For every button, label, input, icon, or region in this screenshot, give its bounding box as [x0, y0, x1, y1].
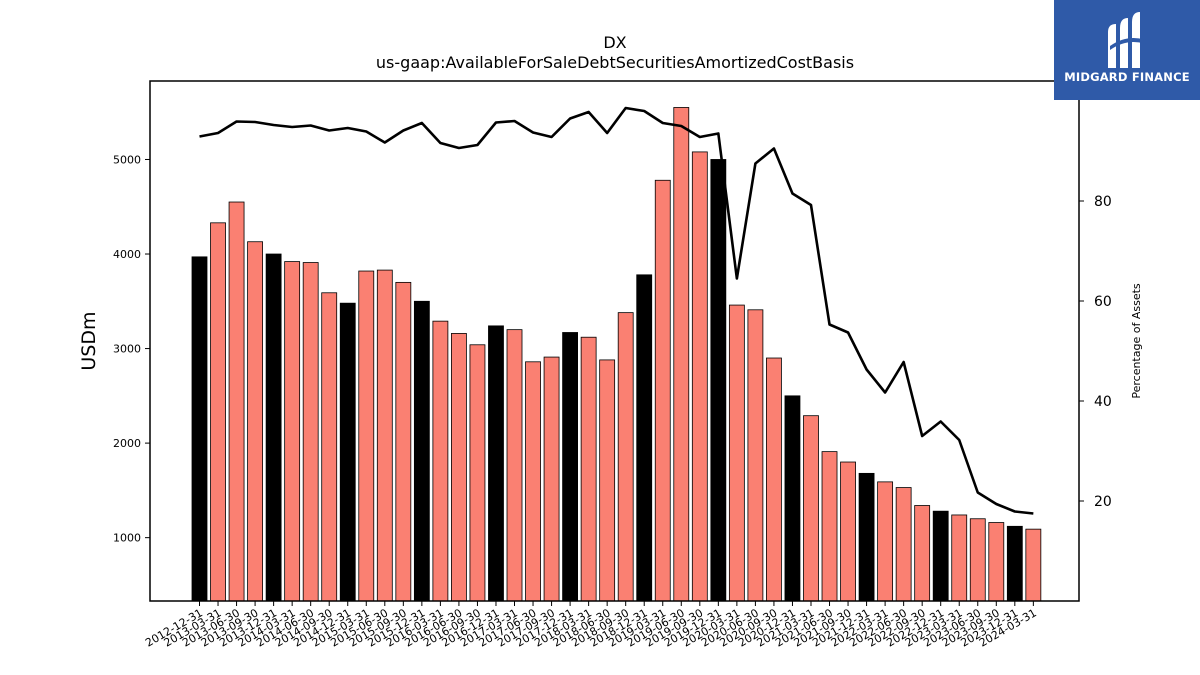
bar — [543, 356, 560, 602]
bar — [654, 179, 671, 602]
bar — [599, 359, 616, 602]
bar — [395, 281, 412, 602]
bar — [1025, 528, 1042, 602]
bar — [358, 270, 375, 602]
chart-subtitle: us-gaap:AvailableForSaleDebtSecuritiesAm… — [376, 53, 854, 72]
y-tick-label: 3000 — [113, 343, 141, 356]
bar — [710, 159, 727, 602]
bar — [432, 320, 449, 602]
bar — [562, 332, 578, 602]
y2-axis: 20 40 60 80 — [1079, 194, 1112, 510]
bar — [988, 522, 1005, 602]
x-axis: 2012-12-312013-03-312013-06-302013-09-30… — [143, 601, 1039, 650]
bar — [488, 325, 504, 602]
bar — [247, 241, 263, 602]
chart-title: DX — [603, 33, 626, 52]
y-tick-label: 4000 — [113, 248, 141, 261]
bar — [228, 201, 245, 602]
y2-tick-label: 40 — [1094, 394, 1112, 410]
bar — [784, 395, 801, 602]
bar — [302, 262, 319, 602]
bar — [895, 487, 912, 602]
bar — [691, 151, 708, 602]
y2-tick-label: 80 — [1094, 194, 1112, 210]
bar — [339, 302, 356, 602]
bar — [1006, 525, 1023, 602]
bar — [969, 518, 986, 602]
brand-logo: MIDGARD FINANCE — [1054, 0, 1200, 100]
plot-frame — [149, 80, 1080, 602]
bar — [469, 344, 486, 602]
y-tick-label: 2000 — [113, 437, 141, 450]
bar-series — [191, 107, 1042, 602]
bar — [210, 222, 226, 602]
bar — [821, 451, 838, 602]
bar — [617, 312, 634, 602]
bar — [803, 415, 819, 602]
bar — [265, 253, 282, 602]
bar — [376, 269, 393, 602]
y-axis: 1000 2000 3000 4000 5000 — [113, 153, 150, 545]
line-path — [199, 106, 1034, 515]
y2-tick-label: 20 — [1094, 494, 1112, 510]
y-axis-label: USDm — [78, 311, 100, 370]
bar — [840, 461, 856, 602]
line-series — [199, 106, 1034, 515]
logo-mark-icon — [1108, 12, 1146, 68]
bar — [413, 300, 430, 602]
bar — [321, 292, 338, 602]
bar — [451, 333, 467, 602]
bar — [728, 304, 745, 602]
y-tick-label: 1000 — [113, 532, 141, 545]
bar — [766, 357, 782, 602]
bar — [914, 505, 931, 602]
bar — [284, 261, 301, 602]
bar — [747, 309, 764, 602]
bar — [525, 361, 541, 602]
y-tick-label: 5000 — [113, 153, 141, 166]
bar — [636, 274, 653, 602]
bar — [932, 510, 949, 602]
bar — [506, 329, 523, 602]
bar — [191, 256, 208, 602]
bar — [673, 107, 690, 602]
bar — [580, 336, 597, 602]
y2-axis-label: Percentage of Assets — [1130, 283, 1143, 399]
bar — [951, 514, 968, 602]
bar — [877, 481, 894, 602]
logo-text: MIDGARD FINANCE — [1064, 70, 1190, 84]
bar — [858, 472, 875, 602]
y2-tick-label: 60 — [1094, 294, 1112, 310]
